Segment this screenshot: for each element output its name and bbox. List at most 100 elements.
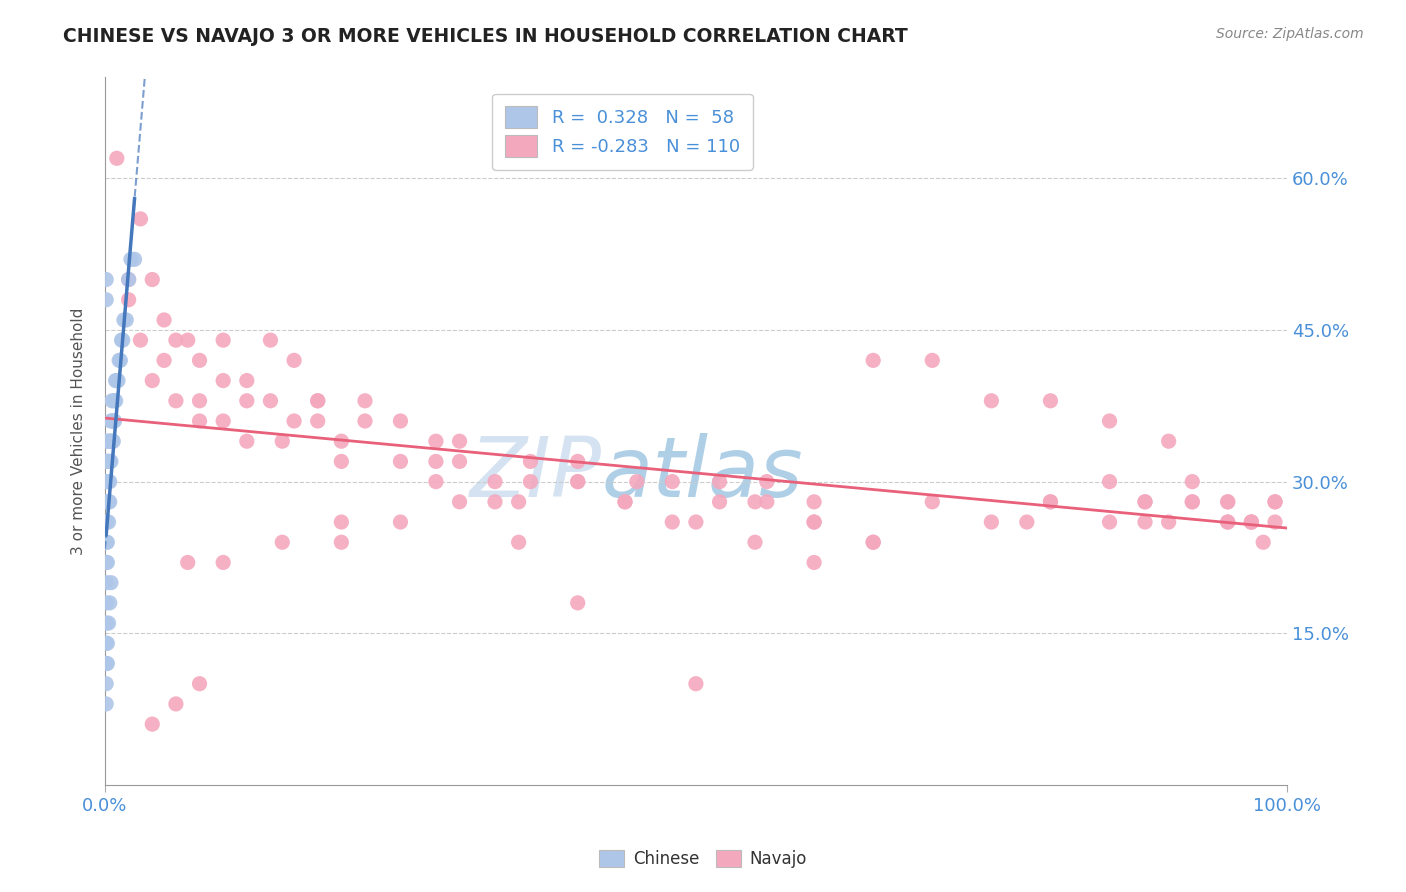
Point [1015, 515, 1038, 529]
Point [1251, 535, 1274, 549]
Point [153, 313, 176, 327]
Point [104, 374, 127, 388]
Point [1133, 515, 1156, 529]
Point [755, 475, 778, 489]
Point [1157, 434, 1180, 449]
Point [97, 434, 120, 449]
Point [100, 414, 122, 428]
Point [212, 374, 235, 388]
Point [259, 333, 281, 347]
Point [105, 374, 128, 388]
Point [96, 475, 118, 489]
Point [105, 151, 128, 165]
Point [96, 293, 118, 307]
Point [96, 272, 118, 286]
Y-axis label: 3 or more Vehicles in Household: 3 or more Vehicles in Household [72, 308, 86, 555]
Point [1039, 495, 1062, 509]
Point [188, 353, 211, 368]
Point [685, 676, 707, 690]
Point [449, 434, 471, 449]
Point [1216, 515, 1239, 529]
Point [1098, 414, 1121, 428]
Point [97, 495, 120, 509]
Point [1157, 515, 1180, 529]
Point [1039, 393, 1062, 408]
Point [1216, 495, 1239, 509]
Point [236, 434, 259, 449]
Point [921, 495, 943, 509]
Point [1039, 495, 1062, 509]
Point [96, 616, 118, 631]
Point [744, 535, 766, 549]
Point [111, 333, 134, 347]
Point [96, 495, 118, 509]
Point [100, 434, 122, 449]
Point [755, 495, 778, 509]
Point [98, 454, 121, 468]
Point [177, 556, 200, 570]
Point [330, 454, 353, 468]
Point [98, 434, 121, 449]
Point [1240, 515, 1263, 529]
Point [862, 353, 884, 368]
Point [449, 454, 471, 468]
Point [389, 454, 412, 468]
Point [519, 475, 541, 489]
Point [259, 393, 281, 408]
Point [212, 333, 235, 347]
Point [508, 535, 530, 549]
Point [330, 434, 353, 449]
Point [709, 475, 731, 489]
Point [98, 596, 121, 610]
Point [1216, 515, 1239, 529]
Point [108, 353, 131, 368]
Legend: R =  0.328   N =  58, R = -0.283   N = 110: R = 0.328 N = 58, R = -0.283 N = 110 [492, 94, 752, 170]
Point [98, 495, 121, 509]
Point [1098, 475, 1121, 489]
Point [103, 414, 125, 428]
Point [129, 211, 152, 226]
Point [425, 454, 447, 468]
Point [188, 414, 211, 428]
Text: atlas: atlas [602, 433, 803, 514]
Point [1264, 495, 1286, 509]
Point [307, 414, 329, 428]
Point [115, 313, 138, 327]
Point [117, 293, 139, 307]
Point [97, 515, 120, 529]
Point [177, 333, 200, 347]
Point [921, 353, 943, 368]
Point [1240, 515, 1263, 529]
Point [112, 313, 135, 327]
Point [744, 495, 766, 509]
Point [101, 434, 124, 449]
Text: ZIP: ZIP [470, 433, 602, 514]
Point [101, 393, 124, 408]
Point [484, 495, 506, 509]
Point [1216, 495, 1239, 509]
Point [614, 495, 637, 509]
Point [117, 272, 139, 286]
Point [354, 414, 377, 428]
Point [96, 596, 118, 610]
Point [236, 374, 259, 388]
Point [141, 374, 163, 388]
Point [98, 475, 121, 489]
Text: Source: ZipAtlas.com: Source: ZipAtlas.com [1216, 27, 1364, 41]
Point [803, 495, 825, 509]
Point [96, 535, 118, 549]
Point [100, 454, 122, 468]
Point [129, 333, 152, 347]
Point [567, 596, 589, 610]
Point [425, 475, 447, 489]
Point [803, 515, 825, 529]
Point [141, 717, 163, 731]
Point [567, 475, 589, 489]
Point [96, 535, 118, 549]
Point [212, 414, 235, 428]
Point [96, 636, 118, 650]
Point [124, 252, 146, 267]
Point [307, 393, 329, 408]
Point [519, 454, 541, 468]
Point [283, 353, 305, 368]
